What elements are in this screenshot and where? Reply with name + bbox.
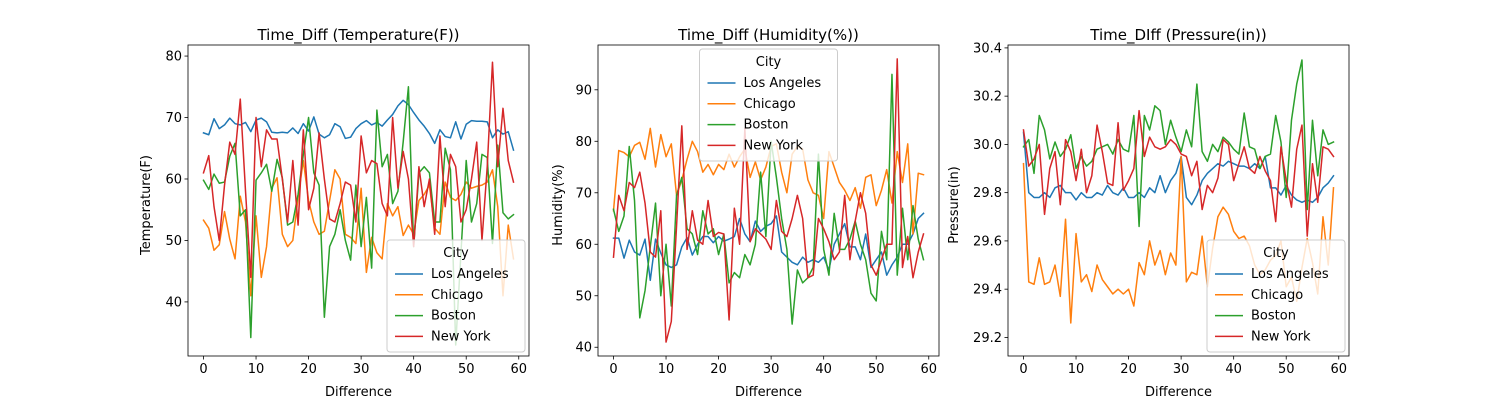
x-tick-label: 30 — [763, 362, 780, 377]
x-tick-label: 40 — [405, 362, 422, 377]
legend-label: Boston — [431, 309, 476, 324]
x-tick-label: 10 — [658, 362, 675, 377]
y-tick-label: 29.8 — [973, 186, 1002, 201]
y-tick-label: 40 — [165, 295, 182, 310]
panel-humidity: Time_Diff (Humidity(%)) 0 10 20 30 40 50 60 40 5… — [551, 26, 940, 400]
x-tick-label: 50 — [458, 362, 475, 377]
legend-box — [1206, 239, 1346, 353]
panel-pressure: Time_DIff (Pressure(in)) 0 10 20 30 40 50 60 29… — [947, 26, 1350, 400]
legend-box — [386, 239, 526, 353]
y-axis-label-pressure: Pressure(in) — [947, 166, 962, 244]
legend-label: New York — [431, 329, 491, 344]
y-tick-label: 29.4 — [973, 283, 1002, 298]
y-tick-label: 29.2 — [973, 331, 1002, 346]
y-tick-label: 30.2 — [973, 90, 1002, 105]
y-tick-label: 50 — [165, 234, 182, 249]
y-tick-label: 30.0 — [973, 138, 1002, 153]
y-axis-label-temperature: Temperature(F) — [139, 155, 154, 256]
series-line-new-york — [612, 58, 925, 343]
x-tick-label: 50 — [868, 362, 885, 377]
chart-title-pressure: Time_DIff (Pressure(in)) — [1089, 26, 1266, 45]
legend-label: New York — [1251, 329, 1311, 344]
y-tick-label: 30.4 — [973, 41, 1002, 56]
axes-frame — [1007, 44, 1350, 357]
axes-frame — [187, 44, 530, 357]
y-tick-label: 29.6 — [973, 234, 1002, 249]
y-tick-label: 80 — [575, 135, 592, 150]
y-tick-label: 90 — [575, 83, 592, 98]
series-line-new-york — [1022, 109, 1335, 237]
legend-label: Los Angeles — [744, 76, 822, 91]
y-tick-label: 80 — [165, 50, 182, 65]
x-tick-label: 0 — [199, 362, 207, 377]
legend-temperature: City Los Angeles Chicago Boston New York — [386, 239, 526, 353]
x-tick-label: 20 — [710, 362, 727, 377]
y-tick-label: 70 — [575, 186, 592, 201]
chart-title-humidity: Time_Diff (Humidity(%)) — [677, 26, 859, 45]
series-line-los-angeles — [1022, 131, 1335, 206]
x-tick-label: 20 — [1120, 362, 1137, 377]
legend-label: Chicago — [1251, 288, 1303, 303]
legend-label: Los Angeles — [1251, 267, 1329, 282]
legend-title: City — [1263, 246, 1289, 261]
y-tick-label: 50 — [575, 289, 592, 304]
x-tick-label: 0 — [609, 362, 617, 377]
legend-label: Chicago — [744, 97, 796, 112]
legend-label: Boston — [744, 118, 789, 133]
x-axis-label-temperature: Difference — [325, 385, 392, 400]
legend-humidity: City Los Angeles Chicago Boston New York — [699, 48, 838, 162]
series-line-new-york — [202, 61, 515, 279]
series-line-boston — [612, 73, 925, 325]
x-tick-label: 40 — [815, 362, 832, 377]
legend-title: City — [443, 246, 469, 261]
legend-label: Chicago — [431, 288, 483, 303]
x-tick-label: 50 — [1278, 362, 1295, 377]
panel-temperature: Time_Diff (Temperature(F)) 0 10 20 30 40 50 60… — [139, 26, 530, 400]
x-tick-label: 20 — [300, 362, 317, 377]
x-tick-label: 30 — [353, 362, 370, 377]
legend-label: Boston — [1251, 309, 1296, 324]
series-group-humidity — [612, 58, 925, 343]
x-axis-label-pressure: Difference — [1145, 385, 1212, 400]
legend-box — [699, 48, 838, 162]
x-tick-label: 40 — [1225, 362, 1242, 377]
x-tick-label: 30 — [1173, 362, 1190, 377]
legend-label: Los Angeles — [431, 267, 509, 282]
chart-title-temperature: Time_Diff (Temperature(F)) — [256, 26, 459, 45]
x-axis-label-humidity: Difference — [735, 385, 802, 400]
y-tick-label: 40 — [575, 341, 592, 356]
x-tick-label: 60 — [1330, 362, 1347, 377]
x-tick-label: 10 — [248, 362, 265, 377]
legend-title: City — [756, 55, 782, 70]
y-tick-label: 60 — [165, 172, 182, 187]
x-tick-label: 0 — [1019, 362, 1027, 377]
legend-pressure: City Los Angeles Chicago Boston New York — [1206, 239, 1346, 353]
x-tick-label: 10 — [1068, 362, 1085, 377]
series-group-temperature — [202, 61, 515, 346]
axes-frame — [597, 44, 940, 357]
x-tick-label: 60 — [510, 362, 527, 377]
y-tick-label: 60 — [575, 238, 592, 253]
legend-label: New York — [744, 138, 804, 153]
y-axis-label-humidity: Humidity(%) — [551, 164, 566, 245]
x-tick-label: 60 — [920, 362, 937, 377]
y-tick-label: 70 — [165, 111, 182, 126]
series-line-boston — [202, 86, 515, 346]
